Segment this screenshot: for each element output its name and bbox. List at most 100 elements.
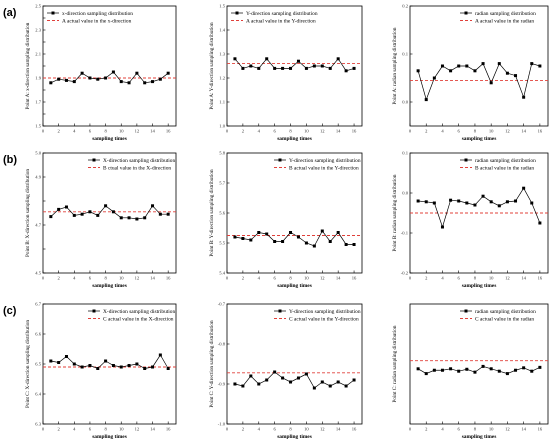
data-point bbox=[489, 367, 493, 371]
chart-panel-b2: 0 2 4 6 8 10 12 14 16 5.4 5.5 5.6 5.7 5.8 sampling tim… bbox=[209, 151, 363, 289]
y-tick-label: 2.1 bbox=[35, 52, 41, 57]
x-tick-label: 4 bbox=[258, 276, 261, 281]
data-point bbox=[158, 77, 162, 81]
y-axis-title: Point C: X-direction sampling distributi… bbox=[25, 320, 31, 408]
x-tick-label: 4 bbox=[441, 427, 444, 432]
data-point bbox=[538, 64, 542, 68]
legend-series-label: x-direction sampling distribution bbox=[62, 11, 133, 17]
data-point bbox=[328, 66, 332, 70]
data-point bbox=[457, 64, 461, 68]
y-tick-label: 6.5 bbox=[35, 362, 41, 367]
legend-reference-label: B actual value in the radian bbox=[475, 165, 534, 171]
legend-series-marker bbox=[464, 309, 468, 313]
data-point bbox=[143, 367, 147, 370]
x-tick-label: 14 bbox=[336, 427, 341, 432]
data-point bbox=[473, 69, 477, 73]
data-point bbox=[328, 384, 332, 388]
data-point bbox=[57, 77, 61, 81]
x-axis-title: sampling times bbox=[277, 283, 312, 289]
x-tick-label: 10 bbox=[119, 129, 124, 134]
legend-reference-label: C actual value in the X-direction bbox=[103, 316, 174, 322]
y-tick-label: 0.1 bbox=[402, 52, 408, 57]
x-axis-title: sampling times bbox=[92, 434, 127, 440]
x-tick-label: 10 bbox=[489, 129, 494, 134]
x-tick-label: 4 bbox=[258, 129, 261, 134]
x-tick-label: 12 bbox=[505, 129, 510, 134]
x-tick-label: 4 bbox=[73, 276, 76, 281]
data-point bbox=[257, 231, 261, 234]
x-tick-label: 6 bbox=[89, 276, 92, 281]
x-tick-label: 12 bbox=[320, 276, 325, 281]
x-tick-label: 6 bbox=[458, 427, 461, 432]
data-point bbox=[416, 69, 420, 73]
data-point bbox=[72, 362, 76, 366]
x-tick-label: 12 bbox=[135, 427, 140, 432]
x-tick-label: 16 bbox=[538, 129, 543, 134]
x-tick-label: 10 bbox=[304, 276, 309, 281]
data-point bbox=[416, 367, 420, 371]
chart-panel-b1: 0 2 4 6 8 10 12 14 16 4.5 4.7 4.9 5.0 sampling times P… bbox=[25, 151, 177, 289]
row-label-a: (a) bbox=[3, 7, 17, 19]
data-point bbox=[320, 229, 324, 233]
legend-series-label: Y-direction sampling distribution bbox=[289, 309, 361, 315]
data-point bbox=[281, 66, 285, 70]
legend-series-label: radian sampling distribution bbox=[475, 309, 536, 315]
data-point bbox=[344, 384, 348, 388]
y-axis-title: Point B: radian sampling distribution bbox=[392, 174, 398, 251]
data-point bbox=[119, 216, 123, 220]
data-point bbox=[119, 80, 123, 84]
x-tick-label: 12 bbox=[135, 129, 140, 134]
data-point bbox=[119, 365, 123, 369]
data-point bbox=[249, 374, 253, 378]
legend-series-marker bbox=[92, 309, 96, 313]
x-tick-label: 16 bbox=[166, 427, 171, 432]
data-point bbox=[440, 64, 444, 68]
x-tick-label: 10 bbox=[119, 276, 124, 281]
data-point bbox=[457, 369, 461, 373]
x-tick-label: 0 bbox=[226, 276, 229, 281]
data-point bbox=[530, 62, 534, 66]
legend-series-label: Y-direction sampling distribution bbox=[246, 11, 318, 17]
data-point bbox=[432, 201, 436, 205]
data-point bbox=[249, 238, 253, 242]
legend-reference-label: C actual value in the radian bbox=[475, 316, 534, 322]
x-tick-label: 10 bbox=[304, 129, 309, 134]
legend-reference-label: B ctual value in the X-direction bbox=[103, 165, 171, 171]
data-point bbox=[522, 366, 526, 370]
data-point bbox=[530, 369, 534, 373]
data-point bbox=[49, 215, 53, 219]
x-tick-label: 0 bbox=[42, 427, 45, 432]
data-point bbox=[312, 386, 316, 390]
data-point bbox=[424, 372, 428, 376]
x-tick-label: 12 bbox=[320, 427, 325, 432]
data-point bbox=[416, 199, 420, 203]
x-tick-label: 14 bbox=[336, 276, 341, 281]
data-point bbox=[289, 66, 293, 70]
x-tick-label: 6 bbox=[273, 427, 276, 432]
data-point bbox=[296, 235, 300, 239]
y-tick-label: 1.3 bbox=[219, 52, 225, 57]
data-point bbox=[135, 217, 139, 221]
y-tick-label: -0.8 bbox=[218, 342, 226, 347]
series-line bbox=[50, 71, 169, 84]
x-tick-label: 16 bbox=[538, 276, 543, 281]
data-point bbox=[57, 361, 61, 364]
plot-frame bbox=[42, 152, 177, 274]
data-point bbox=[505, 372, 509, 376]
data-point bbox=[241, 237, 245, 240]
chart-panel-a3: 0 2 4 6 8 10 12 14 16 0.0 0.1 0.2 sampling times Poin… bbox=[392, 4, 549, 142]
series-line bbox=[234, 371, 355, 389]
data-point bbox=[424, 200, 428, 204]
x-tick-label: 2 bbox=[425, 129, 428, 134]
y-tick-label: 1.2 bbox=[219, 76, 225, 81]
data-point bbox=[273, 66, 277, 70]
x-tick-label: 14 bbox=[336, 129, 341, 134]
data-point bbox=[304, 241, 308, 245]
y-tick-label: 0.0 bbox=[402, 100, 408, 105]
series-line bbox=[417, 366, 541, 374]
y-tick-label: 6.7 bbox=[35, 302, 41, 307]
x-tick-label: 14 bbox=[521, 427, 526, 432]
x-axis-title: sampling times bbox=[277, 136, 312, 142]
data-point bbox=[151, 204, 155, 208]
data-point bbox=[135, 71, 139, 75]
